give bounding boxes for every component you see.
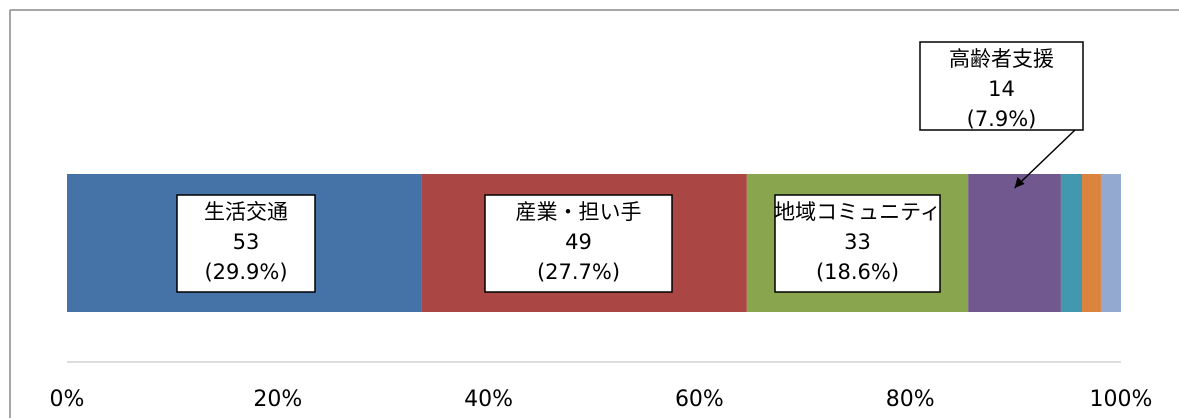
annotation-text: (29.9%) [204,260,287,284]
annotation-text: 地域コミュニティ [774,200,941,224]
annotation-text: 高齢者支援 [949,47,1054,71]
annotation-box [919,41,1084,131]
annotation-text: (18.6%) [816,260,899,284]
x-tick-label: 20% [253,387,302,412]
bar-segment [968,174,1061,312]
annotation-text: 49 [565,230,592,254]
annotation-text: (27.7%) [537,260,620,284]
bar-segment [1100,174,1121,312]
annotation-arrow [1014,129,1076,189]
annotation-box [774,194,941,293]
annotation-text: 53 [233,230,260,254]
annotation-text: 33 [844,230,871,254]
bar-segment [1060,174,1083,312]
x-tick-label: 0% [50,387,85,412]
annotation-text: 生活交通 [204,200,288,224]
arrow-head [1014,177,1025,188]
x-tick-label: 80% [886,387,935,412]
x-tick-label: 100% [1090,387,1153,412]
annotation-text: (7.9%) [967,107,1037,131]
x-tick-label: 60% [675,387,724,412]
x-tick-label: 40% [464,387,513,412]
annotation-text: 産業・担い手 [516,200,642,224]
bar-segment [1082,174,1101,312]
annotation-box [484,194,673,293]
annotation-text: 14 [988,77,1015,101]
annotation-box [176,194,316,293]
